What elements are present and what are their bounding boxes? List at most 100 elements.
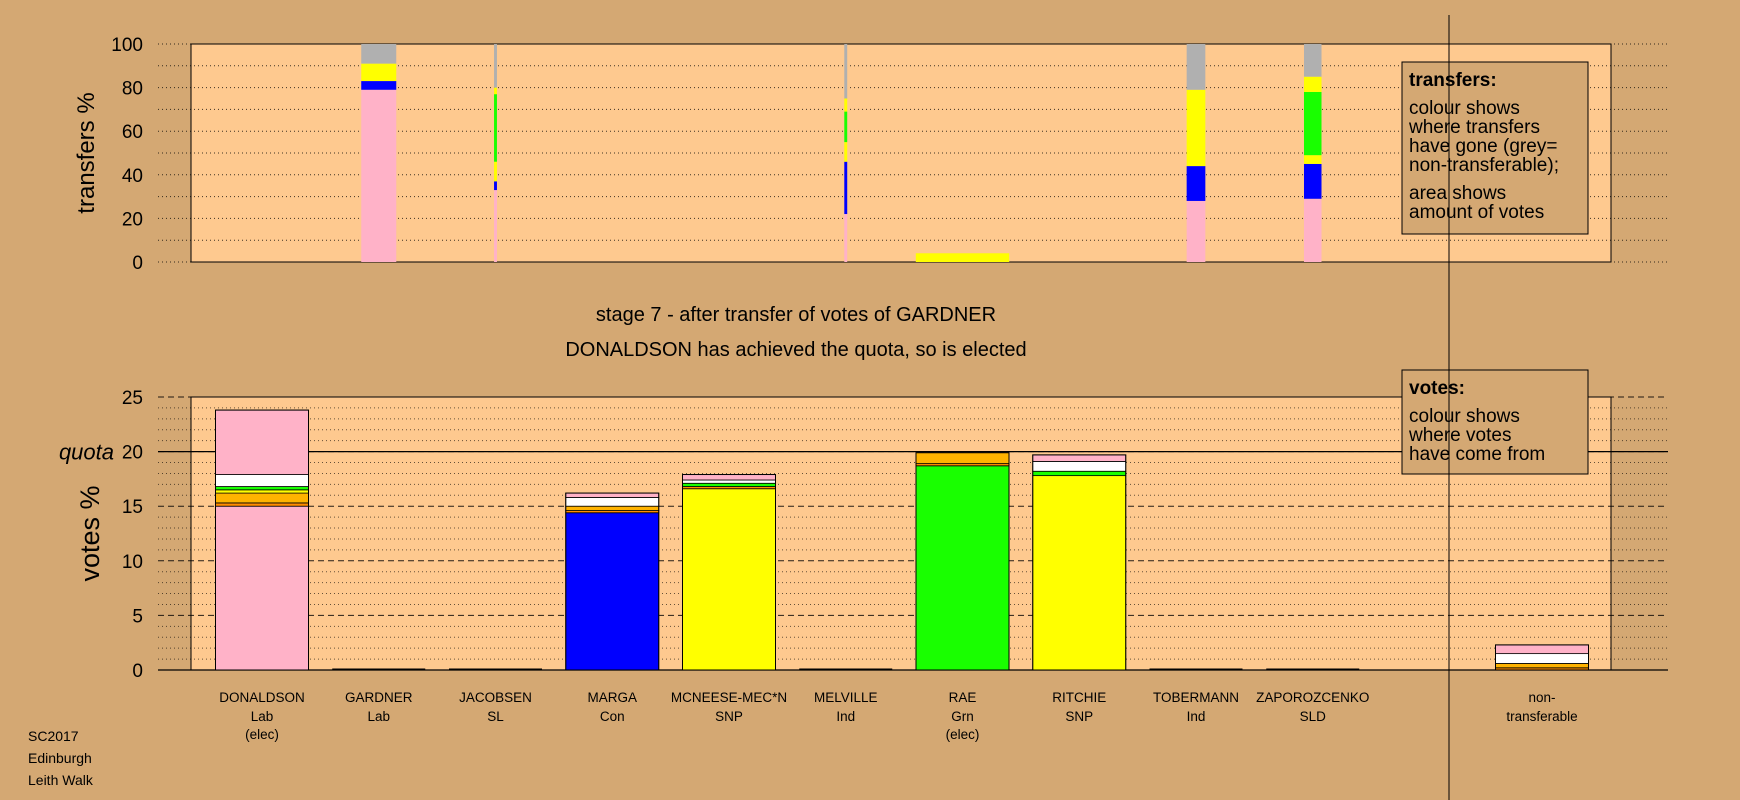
transfer-bar-segment [844, 161, 848, 215]
vote-bar-segment [565, 492, 660, 498]
vote-bar-segment [1495, 663, 1589, 669]
transfers-plot-frame [190, 43, 1612, 263]
transfer-bar-segment [494, 87, 497, 95]
vote-bar-segment [1495, 653, 1589, 664]
transfer-bar-segment [844, 111, 848, 143]
candidate-name-label: ZAPOROZCENKO [1256, 690, 1369, 705]
transfer-bar-segment [1303, 155, 1322, 164]
vote-bar-outline [1032, 454, 1127, 671]
transfers-legend-text: amount of votes [1409, 202, 1544, 223]
votes-y-tick-label: 0 [132, 661, 143, 682]
candidate-party-label: Con [600, 709, 625, 724]
vote-bar-segment [565, 505, 660, 511]
transfers-legend-heading: transfers: [1409, 70, 1497, 91]
candidate-party-label: Ind [1187, 709, 1206, 724]
vote-bar-outline [215, 409, 309, 671]
transfer-bar-segment [844, 214, 848, 262]
transfer-bar-segment [1303, 198, 1322, 262]
votes-y-tick-label: 10 [122, 552, 143, 573]
transfer-bar-segment [1186, 200, 1206, 262]
vote-bar-segment [1032, 470, 1127, 477]
candidate-note-label: (elec) [946, 727, 980, 742]
transfer-bar-segment [494, 44, 497, 88]
votes-y-tick-label: 25 [122, 388, 143, 409]
transfer-bar-segment [844, 142, 848, 162]
candidate-name-label: JACOBSEN [459, 690, 532, 705]
votes-y-tick-label: 5 [132, 606, 143, 627]
vote-bar-segment [1032, 454, 1127, 462]
vote-bar-segment [682, 482, 776, 487]
transfers-y-tick-label: 40 [122, 166, 143, 187]
chart-title-line2: DONALDSON has achieved the quota, so is … [565, 339, 1026, 361]
candidate-party-label: SLD [1300, 709, 1327, 724]
transfers-legend-text: non-transferable); [1409, 155, 1559, 176]
transfer-bar-segment [361, 44, 397, 64]
transfer-bar-segment [494, 190, 497, 262]
votes-legend-text: have come from [1409, 444, 1545, 465]
vote-bar-segment [565, 512, 660, 671]
transfer-bar-segment [1186, 89, 1206, 167]
vote-bar-segment [215, 409, 309, 475]
vote-bar-outline [915, 452, 1010, 671]
votes-legend-text: colour shows [1409, 406, 1520, 427]
votes-plot: 0 5 10 15 25 quota 20 votes % DONALDSON Lab (elec)… [59, 369, 1668, 742]
vote-bar-outline [565, 492, 660, 671]
transfer-bar-segment [1303, 163, 1322, 199]
votes-legend-heading: votes: [1409, 378, 1465, 399]
transfer-bar-segment [844, 98, 848, 112]
candidate-party-label: SL [487, 709, 504, 724]
footer-line-1: SC2017 [28, 728, 79, 744]
transfer-bar-segment [1186, 166, 1206, 201]
votes-legend-text: where votes [1408, 425, 1511, 446]
votes-plot-area [191, 397, 1611, 670]
vote-bar-segment [682, 479, 776, 484]
transfer-bar-segment [844, 44, 848, 99]
vote-bar-segment [215, 502, 309, 507]
transfers-y-tick-label: 100 [111, 35, 143, 56]
transfers-legend-text: where transfers [1408, 117, 1540, 138]
vote-bar-segment [1032, 461, 1127, 472]
candidate-name-label: RAE [949, 690, 977, 705]
vote-bar-segment [915, 452, 1010, 465]
vote-bar-segment [215, 505, 309, 671]
transfers-y-tick-label: 80 [122, 79, 143, 100]
vote-bar-outline [682, 474, 776, 671]
candidate-party-label: SNP [715, 709, 743, 724]
candidate-note-label: (elec) [245, 727, 279, 742]
vote-bar-segment [682, 474, 776, 481]
candidate-name-label: MCNEESE-MEC*N [671, 690, 787, 705]
transfer-bar-segment [494, 94, 497, 162]
transfers-plot: 0 20 40 60 80 100 transfers % transfers: colour … [73, 35, 1668, 274]
vote-bar-segment [565, 497, 660, 507]
candidate-name-label: MELVILLE [814, 690, 878, 705]
votes-y-axis-label: votes % [75, 485, 105, 581]
candidate-name-label: RITCHIE [1052, 690, 1106, 705]
transfers-legend-text: colour shows [1409, 98, 1520, 119]
transfer-bar-segment [361, 89, 397, 262]
candidate-party-label: Grn [951, 709, 974, 724]
votes-legend-box [1401, 369, 1589, 475]
chart-title-line1: stage 7 - after transfer of votes of GAR… [596, 304, 996, 326]
quota-label: quota [59, 440, 114, 465]
transfers-y-tick-label: 0 [132, 253, 143, 274]
candidate-name-label: MARGA [587, 690, 637, 705]
candidate-party-label: Lab [367, 709, 390, 724]
transfers-y-tick-label: 20 [122, 209, 143, 230]
transfer-bar-segment [494, 181, 497, 191]
transfer-bar-segment [915, 253, 1010, 262]
transfers-legend-text: have gone (grey= [1409, 136, 1557, 157]
vote-bar-outline [1495, 644, 1589, 671]
transfers-legend-text: area shows [1409, 183, 1506, 204]
votes-y-tick-label: 15 [122, 497, 143, 518]
candidate-name-label: TOBERMANN [1153, 690, 1239, 705]
nontransferable-label: transferable [1506, 709, 1577, 724]
candidate-party-label: SNP [1065, 709, 1093, 724]
transfer-bar-segment [1303, 91, 1322, 156]
transfer-bar-segment [1303, 76, 1322, 92]
vote-bar-segment [1032, 475, 1127, 671]
candidate-party-label: Ind [836, 709, 855, 724]
footer-line-3: Leith Walk [28, 772, 94, 788]
footer-line-2: Edinburgh [28, 750, 92, 766]
